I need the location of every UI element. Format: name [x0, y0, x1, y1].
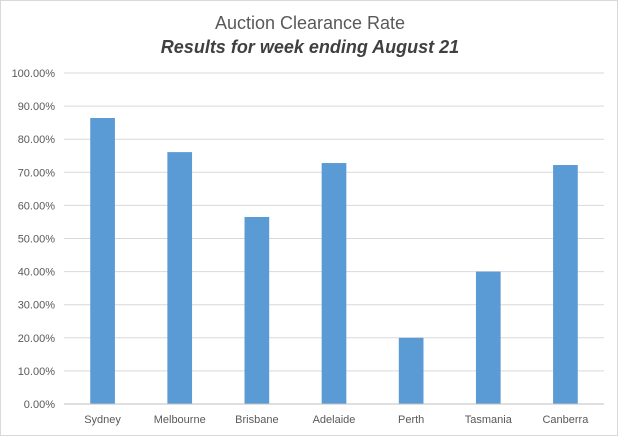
bar-perth [398, 337, 424, 404]
bar-melbourne [167, 152, 193, 404]
y-tick-label: 90.00% [18, 101, 56, 113]
x-axis-ticks: Sydney Melbourne Brisbane Adelaide Perth Tasm… [84, 414, 589, 426]
y-tick-label: 100.00% [12, 68, 56, 80]
x-tick-label: Adelaide [313, 414, 356, 426]
bar-sydney [90, 118, 115, 405]
y-tick-label: 80.00% [18, 134, 56, 146]
bar-tasmania [475, 271, 501, 404]
bar-canberra [553, 165, 578, 404]
x-tick-label: Perth [398, 414, 424, 426]
y-tick-label: 0.00% [24, 399, 55, 411]
bar-adelaide [321, 163, 347, 404]
bar-brisbane [244, 216, 270, 404]
y-axis-ticks: 0.00% 10.00% 20.00% 30.00% 40.00% 50.00% 60.00… [12, 68, 56, 411]
x-tick-label: Sydney [84, 414, 121, 426]
y-tick-label: 60.00% [18, 200, 56, 212]
bars [90, 118, 578, 405]
y-tick-label: 50.00% [18, 234, 56, 246]
x-tick-label: Melbourne [154, 414, 206, 426]
y-tick-label: 30.00% [18, 300, 56, 312]
x-tick-label: Canberra [542, 414, 589, 426]
y-tick-label: 70.00% [18, 167, 56, 179]
x-tick-label: Brisbane [235, 414, 278, 426]
y-tick-label: 40.00% [18, 267, 56, 279]
y-tick-label: 20.00% [18, 333, 56, 345]
y-tick-label: 10.00% [18, 366, 56, 378]
chart-title: Auction Clearance Rate [215, 13, 405, 33]
chart-subtitle: Results for week ending August 21 [161, 37, 459, 57]
x-tick-label: Tasmania [465, 414, 513, 426]
